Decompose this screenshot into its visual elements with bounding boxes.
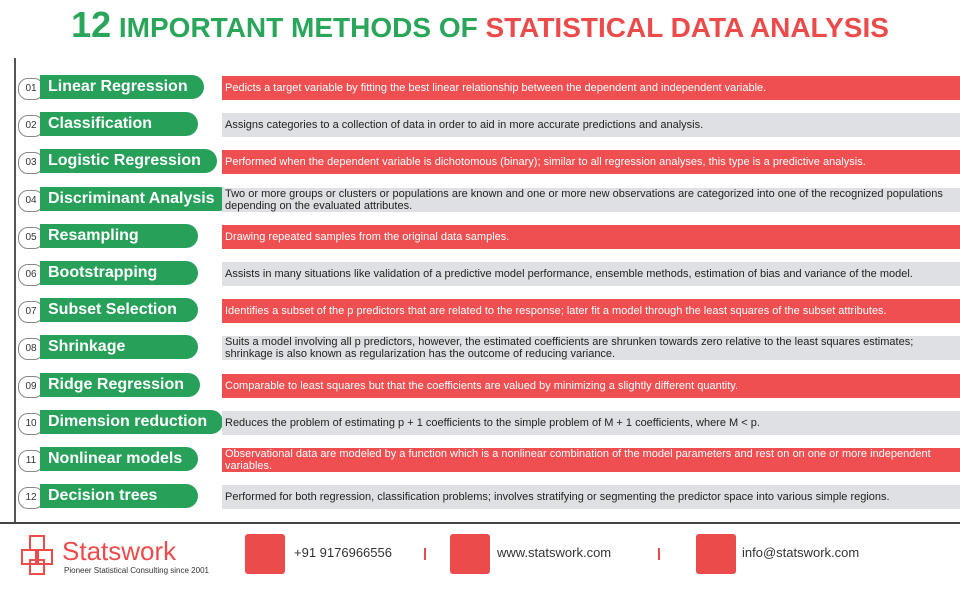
logo bbox=[21, 535, 53, 575]
method-row: 05 Resampling Drawing repeated samples fro… bbox=[0, 221, 960, 253]
method-number: 07 bbox=[18, 301, 44, 324]
method-number: 06 bbox=[18, 264, 44, 286]
website[interactable]: www.statswork.com bbox=[497, 545, 612, 560]
separator bbox=[658, 548, 660, 560]
method-description: Suits a model involving all p predictors… bbox=[222, 336, 960, 361]
method-name: Dimension reduction bbox=[40, 409, 224, 434]
method-row: 02 Classification Assigns categories to a … bbox=[0, 109, 960, 141]
email-icon bbox=[696, 534, 736, 574]
method-name: Decision trees bbox=[40, 484, 198, 509]
method-description: Comparable to least squares but that the… bbox=[222, 373, 960, 398]
method-description: Identifies a subset of the p predictors … bbox=[222, 299, 960, 324]
method-row: 03 Logistic Regression Performed when the … bbox=[0, 146, 960, 178]
method-name: Ridge Regression bbox=[40, 372, 201, 397]
method-description: Performed when the dependent variable is… bbox=[222, 150, 960, 175]
method-description: Reduces the problem of estimating p + 1 … bbox=[222, 410, 960, 435]
method-name: Bootstrapping bbox=[40, 261, 198, 285]
method-number: 03 bbox=[18, 152, 44, 175]
method-name: Subset Selection bbox=[40, 298, 198, 323]
method-row: 06 Bootstrapping Assists in many situation… bbox=[0, 258, 960, 290]
method-description: Drawing repeated samples from the origin… bbox=[222, 224, 960, 249]
method-row: 09 Ridge Regression Comparable to least sq… bbox=[0, 370, 960, 402]
method-description: Two or more groups or clusters or popula… bbox=[222, 187, 960, 212]
method-row: 12 Decision trees Performed for both regre… bbox=[0, 481, 960, 513]
web-icon bbox=[450, 534, 490, 574]
brand: Statswork bbox=[62, 536, 177, 566]
method-name: Resampling bbox=[40, 223, 198, 248]
method-row: 07 Subset Selection Identifies a subset of… bbox=[0, 295, 960, 327]
method-description: Assists in many situations like validati… bbox=[222, 262, 960, 286]
title-number: 12 bbox=[71, 4, 112, 45]
method-description: Pedicts a target variable by fitting the… bbox=[222, 76, 960, 100]
method-description: Observational data are modeled by a func… bbox=[222, 448, 960, 472]
timeline bbox=[14, 58, 16, 522]
method-row: 08 Shrinkage Suits a model involving all p… bbox=[0, 332, 960, 364]
method-number: 04 bbox=[18, 189, 44, 212]
email[interactable]: info@statswork.com bbox=[742, 545, 860, 560]
divider bbox=[0, 522, 960, 524]
method-description: Assigns categories to a collection of da… bbox=[222, 113, 960, 138]
separator bbox=[424, 548, 426, 560]
title: 12 IMPORTANT METHODS OF STATISTICAL DATA… bbox=[0, 4, 960, 46]
method-row: 01 Linear Regression Pedicts a target vari… bbox=[0, 72, 960, 104]
method-row: 04 Discriminant Analysis Two or more group… bbox=[0, 184, 960, 216]
method-name: Logistic Regression bbox=[40, 149, 217, 174]
method-name: Discriminant Analysis bbox=[40, 186, 231, 211]
tagline: Pioneer Statistical Consulting since 200… bbox=[64, 566, 209, 575]
phone: +91 9176966556 bbox=[294, 545, 392, 560]
title-red: STATISTICAL DATA ANALYSIS bbox=[485, 12, 889, 43]
method-name: Classification bbox=[40, 112, 198, 137]
method-number: 02 bbox=[18, 115, 44, 138]
method-row: 10 Dimension reduction Reduces the problem… bbox=[0, 407, 960, 439]
title-green: IMPORTANT METHODS OF bbox=[118, 12, 478, 43]
method-name: Shrinkage bbox=[40, 335, 198, 360]
method-name: Nonlinear models bbox=[40, 447, 199, 471]
method-name: Linear Regression bbox=[40, 75, 204, 99]
phone-icon bbox=[245, 534, 285, 574]
method-description: Performed for both regression, classific… bbox=[222, 485, 960, 510]
method-row: 11 Nonlinear models Observational data are… bbox=[0, 444, 960, 476]
